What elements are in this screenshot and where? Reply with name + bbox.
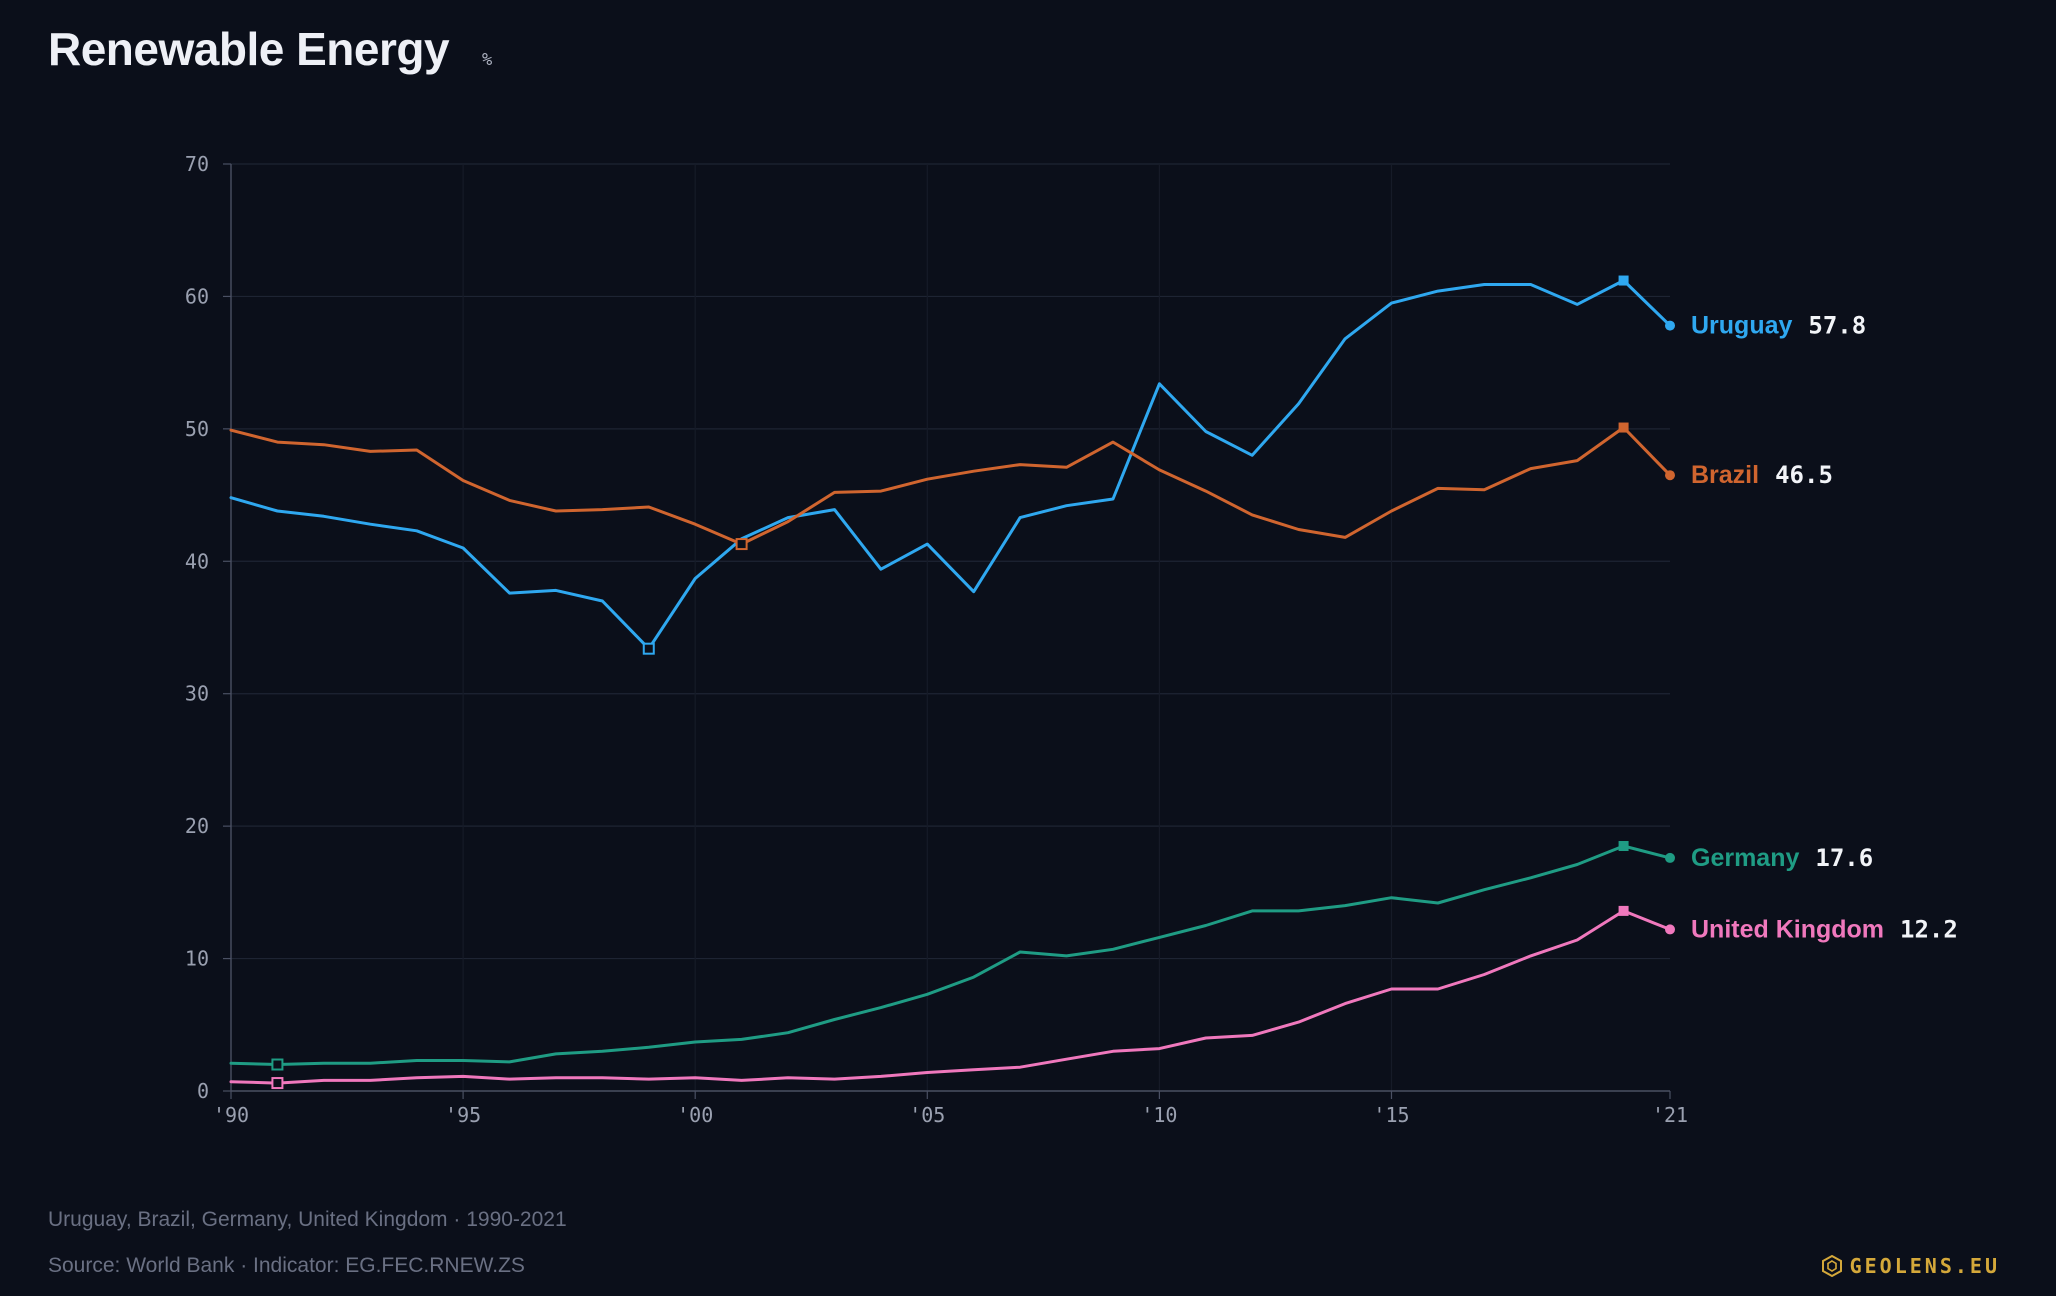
series-label: Uruguay bbox=[1691, 312, 1793, 340]
brand-link[interactable]: GEOLENS.EU bbox=[1821, 1254, 2000, 1278]
brand-name: GEOLENS.EU bbox=[1849, 1254, 2000, 1278]
series-line bbox=[229, 909, 1672, 1085]
series-value-label: 46.5 bbox=[1775, 461, 1833, 489]
x-tick-label: '95 bbox=[445, 1103, 481, 1127]
series-uruguay: Uruguay 57.8 bbox=[229, 275, 1866, 655]
end-point bbox=[1665, 852, 1675, 863]
y-tick-label: 50 bbox=[185, 417, 209, 441]
series-label: Brazil bbox=[1691, 461, 1759, 489]
series-label: United Kingdom bbox=[1691, 915, 1884, 943]
y-tick-label: 0 bbox=[197, 1079, 209, 1103]
y-tick-label: 30 bbox=[185, 682, 209, 706]
series-united-kingdom: United Kingdom 12.2 bbox=[229, 905, 1958, 1090]
chart-source: Source: World Bank · Indicator: EG.FEC.R… bbox=[48, 1254, 525, 1277]
x-tick-label: '05 bbox=[909, 1103, 945, 1127]
series-line bbox=[229, 844, 1672, 1066]
y-tick-label: 40 bbox=[185, 549, 209, 573]
x-tick-label: '21 bbox=[1652, 1103, 1688, 1127]
series-line bbox=[229, 279, 1672, 651]
series-brazil: Brazil 46.5 bbox=[229, 422, 1833, 551]
min-marker bbox=[271, 1058, 284, 1071]
y-tick-label: 70 bbox=[185, 152, 209, 176]
end-point bbox=[1665, 320, 1675, 331]
min-marker bbox=[735, 538, 748, 551]
unit-label: % bbox=[482, 50, 493, 70]
hexagon-logo-icon bbox=[1821, 1255, 1842, 1277]
series-value-label: 17.6 bbox=[1815, 844, 1873, 872]
max-marker bbox=[1618, 422, 1629, 433]
chart-subtitle: Uruguay, Brazil, Germany, United Kingdom… bbox=[48, 1208, 567, 1231]
y-tick-label: 10 bbox=[185, 947, 209, 971]
min-marker bbox=[642, 642, 655, 655]
page-title: Renewable Energy bbox=[48, 23, 450, 75]
end-point bbox=[1665, 924, 1675, 935]
min-marker bbox=[271, 1077, 284, 1090]
series-germany: Germany 17.6 bbox=[229, 841, 1873, 1071]
y-tick-label: 20 bbox=[185, 814, 209, 838]
x-tick-label: '10 bbox=[1141, 1103, 1177, 1127]
series-value-label: 57.8 bbox=[1808, 312, 1866, 340]
y-tick-label: 60 bbox=[185, 284, 209, 308]
x-tick-label: '00 bbox=[677, 1103, 713, 1127]
series-line bbox=[229, 426, 1672, 546]
max-marker bbox=[1618, 905, 1629, 916]
end-point bbox=[1665, 470, 1675, 481]
x-tick-label: '90 bbox=[213, 1103, 249, 1127]
x-tick-label: '15 bbox=[1373, 1103, 1409, 1127]
max-marker bbox=[1618, 275, 1629, 286]
series-label: Germany bbox=[1691, 844, 1799, 872]
series-value-label: 12.2 bbox=[1900, 915, 1958, 943]
max-marker bbox=[1618, 841, 1629, 852]
